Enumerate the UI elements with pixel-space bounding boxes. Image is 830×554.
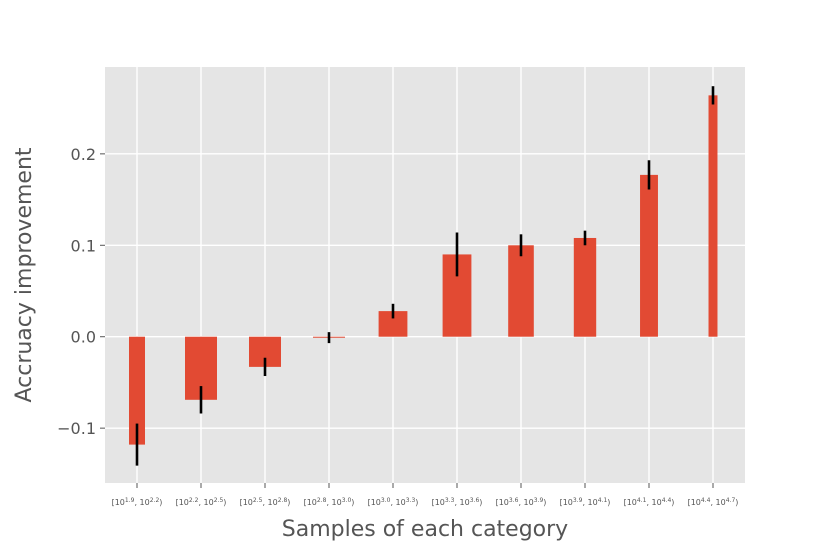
x-tick-label: [103.6, 103.9) bbox=[496, 497, 547, 507]
error-bars bbox=[135, 86, 715, 466]
x-tick-label: [104.1, 104.4) bbox=[624, 497, 675, 507]
x-tick-labels: [101.9, 102.2) [102.2, 102.5) [102.5, 102.… bbox=[112, 483, 739, 507]
bar bbox=[508, 245, 534, 337]
bar bbox=[640, 174, 658, 337]
plot-background bbox=[105, 67, 745, 483]
y-axis-label: Accruacy improvement bbox=[12, 147, 37, 402]
x-tick-label: [103.0, 103.3) bbox=[368, 497, 419, 507]
y-tick-label: −0.1 bbox=[57, 419, 96, 438]
x-tick-label: [102.5, 102.8) bbox=[240, 497, 291, 507]
x-tick-label: [104.4, 104.7) bbox=[688, 497, 739, 507]
bars bbox=[129, 95, 718, 445]
y-tick-labels: −0.1 0.0 0.1 0.2 bbox=[57, 145, 105, 438]
y-tick-label: 0.2 bbox=[71, 145, 96, 164]
x-tick-label: [103.3, 103.6) bbox=[432, 497, 483, 507]
bar bbox=[573, 237, 597, 337]
bar bbox=[129, 336, 145, 445]
x-tick-label: [102.8, 103.0) bbox=[304, 497, 355, 507]
x-tick-label: [103.9, 104.1) bbox=[560, 497, 611, 507]
y-tick-label: 0.1 bbox=[71, 236, 96, 255]
x-tick-label: [102.2, 102.5) bbox=[176, 497, 227, 507]
y-tick-label: 0.0 bbox=[71, 328, 96, 347]
x-axis-label: Samples of each category bbox=[282, 517, 568, 542]
bar bbox=[708, 95, 718, 337]
x-tick-label: [101.9, 102.2) bbox=[112, 497, 163, 507]
